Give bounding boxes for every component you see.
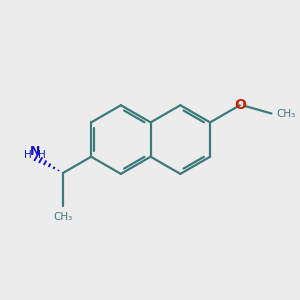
Text: H: H — [24, 151, 32, 160]
Text: O: O — [234, 98, 246, 112]
Text: CH₃: CH₃ — [277, 109, 296, 119]
Text: CH₃: CH₃ — [53, 212, 73, 222]
Text: H: H — [38, 150, 45, 160]
Text: N: N — [29, 145, 40, 158]
